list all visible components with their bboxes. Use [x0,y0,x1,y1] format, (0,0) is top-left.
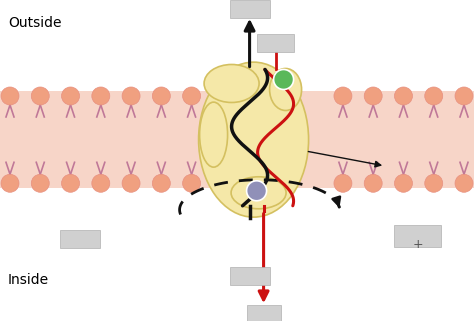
Circle shape [152,87,170,105]
Circle shape [1,174,19,192]
Circle shape [31,87,49,105]
FancyBboxPatch shape [60,230,100,248]
Circle shape [92,87,110,105]
FancyBboxPatch shape [229,267,270,285]
Circle shape [92,174,110,192]
Circle shape [122,174,140,192]
Ellipse shape [231,177,286,209]
Circle shape [273,69,293,90]
Circle shape [425,87,443,105]
FancyBboxPatch shape [229,0,270,18]
Circle shape [122,87,140,105]
Circle shape [152,174,170,192]
Circle shape [455,87,473,105]
Ellipse shape [270,68,301,110]
Circle shape [31,174,49,192]
Circle shape [334,87,352,105]
Circle shape [62,174,80,192]
Circle shape [1,87,19,105]
Circle shape [425,174,443,192]
Circle shape [334,174,352,192]
Circle shape [62,87,80,105]
Ellipse shape [204,65,259,102]
FancyBboxPatch shape [0,91,474,188]
Circle shape [182,87,201,105]
Circle shape [246,181,266,201]
Circle shape [364,174,382,192]
Circle shape [364,87,382,105]
Ellipse shape [199,62,309,217]
Text: +: + [413,239,423,251]
Ellipse shape [200,102,228,167]
Text: Outside: Outside [8,16,62,30]
Circle shape [394,87,412,105]
FancyBboxPatch shape [246,305,281,321]
Text: Inside: Inside [8,273,49,287]
FancyBboxPatch shape [257,34,294,52]
Circle shape [455,174,473,192]
FancyBboxPatch shape [394,225,441,247]
Circle shape [182,174,201,192]
Circle shape [394,174,412,192]
